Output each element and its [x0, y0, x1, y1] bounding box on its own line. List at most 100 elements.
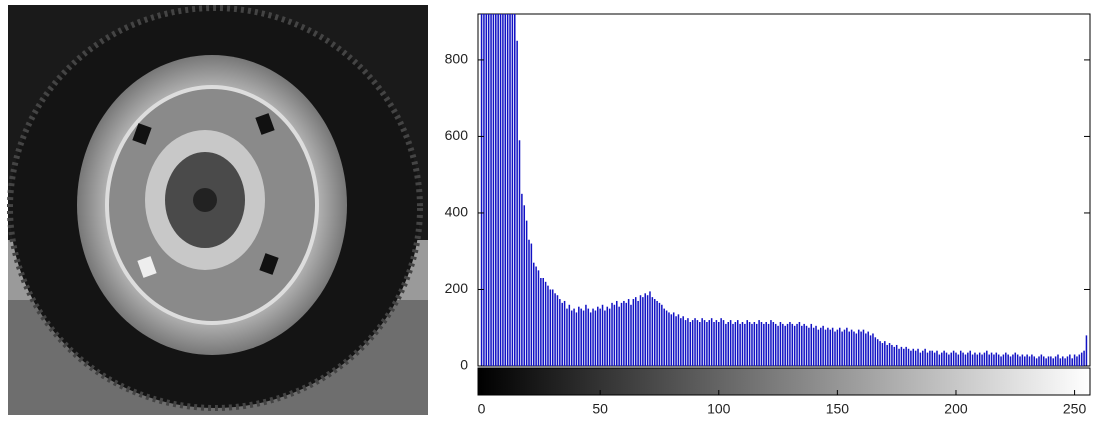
bar: [613, 304, 616, 366]
bar: [765, 322, 767, 366]
bar: [1028, 356, 1031, 366]
bar: [784, 325, 786, 366]
bar: [974, 352, 976, 366]
bar: [618, 306, 620, 366]
plot-area: [477, 13, 1091, 367]
bar: [549, 289, 552, 366]
bar: [910, 350, 912, 366]
bar: [1059, 358, 1062, 366]
bar: [597, 306, 599, 366]
bar: [793, 325, 796, 366]
bar: [867, 331, 869, 366]
bar: [755, 323, 758, 366]
bar: [993, 354, 995, 366]
bar: [1005, 352, 1007, 366]
bar: [912, 348, 915, 366]
bar: [495, 14, 497, 366]
bar: [782, 323, 784, 366]
bar: [777, 325, 779, 366]
bar: [540, 278, 542, 366]
x-tick-label: 50: [592, 401, 608, 417]
bar: [736, 320, 739, 366]
bar: [786, 323, 789, 366]
y-tick-label: 800: [445, 51, 469, 67]
bar: [855, 333, 858, 366]
bar: [682, 316, 684, 366]
bar: [827, 327, 829, 366]
bar: [1076, 356, 1078, 366]
y-tick-label: 0: [460, 357, 468, 373]
bar: [957, 354, 960, 366]
bar: [729, 320, 732, 366]
bar: [1014, 352, 1017, 366]
x-tick-label: 250: [1063, 401, 1087, 417]
bar: [969, 350, 971, 366]
bar: [594, 310, 597, 366]
bar: [1078, 354, 1081, 366]
bar: [509, 14, 511, 366]
bar: [504, 14, 507, 366]
x-tick-label: 0: [478, 401, 486, 417]
bar: [514, 14, 516, 366]
bar: [803, 323, 805, 366]
bar: [1045, 358, 1047, 366]
bar: [1009, 356, 1012, 366]
bar: [779, 322, 782, 366]
bar: [907, 348, 910, 366]
bar: [725, 323, 727, 366]
bar: [822, 325, 824, 366]
bar: [753, 322, 756, 366]
bar: [824, 329, 827, 366]
bar: [630, 304, 632, 366]
bar: [936, 350, 938, 366]
bar: [891, 344, 893, 366]
bar: [708, 320, 711, 366]
bar: [1016, 354, 1019, 366]
bar: [739, 323, 741, 366]
bar: [665, 310, 668, 366]
bar: [838, 327, 841, 366]
bar: [767, 323, 770, 366]
bar: [810, 323, 813, 366]
bar: [812, 327, 815, 366]
bar: [876, 339, 879, 366]
bar: [525, 220, 528, 366]
bar: [653, 299, 656, 366]
bar: [798, 322, 801, 366]
bar: [554, 293, 556, 366]
bar: [846, 327, 848, 366]
bar: [1052, 358, 1054, 366]
bar: [940, 352, 943, 366]
bar: [699, 322, 701, 366]
bar: [587, 308, 590, 366]
bar: [722, 320, 725, 366]
bar: [917, 348, 919, 366]
bar: [903, 348, 905, 366]
bar: [796, 323, 798, 366]
bar: [905, 346, 907, 366]
bar: [642, 297, 644, 366]
bar: [485, 14, 488, 366]
bar: [862, 329, 865, 366]
bar: [919, 352, 922, 366]
bar: [774, 323, 777, 366]
bar: [848, 331, 850, 366]
bar: [872, 333, 874, 366]
bar: [561, 302, 563, 366]
bar: [559, 299, 561, 366]
bar: [658, 302, 661, 366]
bar: [1047, 356, 1050, 366]
bar: [962, 352, 964, 366]
bar: [578, 306, 580, 366]
bar: [1007, 354, 1009, 366]
x-tick-label: 200: [944, 401, 968, 417]
bar: [675, 316, 677, 366]
bar: [1085, 335, 1088, 366]
bar: [625, 302, 628, 366]
bar: [770, 320, 772, 366]
bar: [829, 329, 832, 366]
bar: [556, 295, 559, 366]
bar: [672, 312, 675, 366]
bar: [881, 343, 884, 366]
bar: [523, 205, 526, 366]
